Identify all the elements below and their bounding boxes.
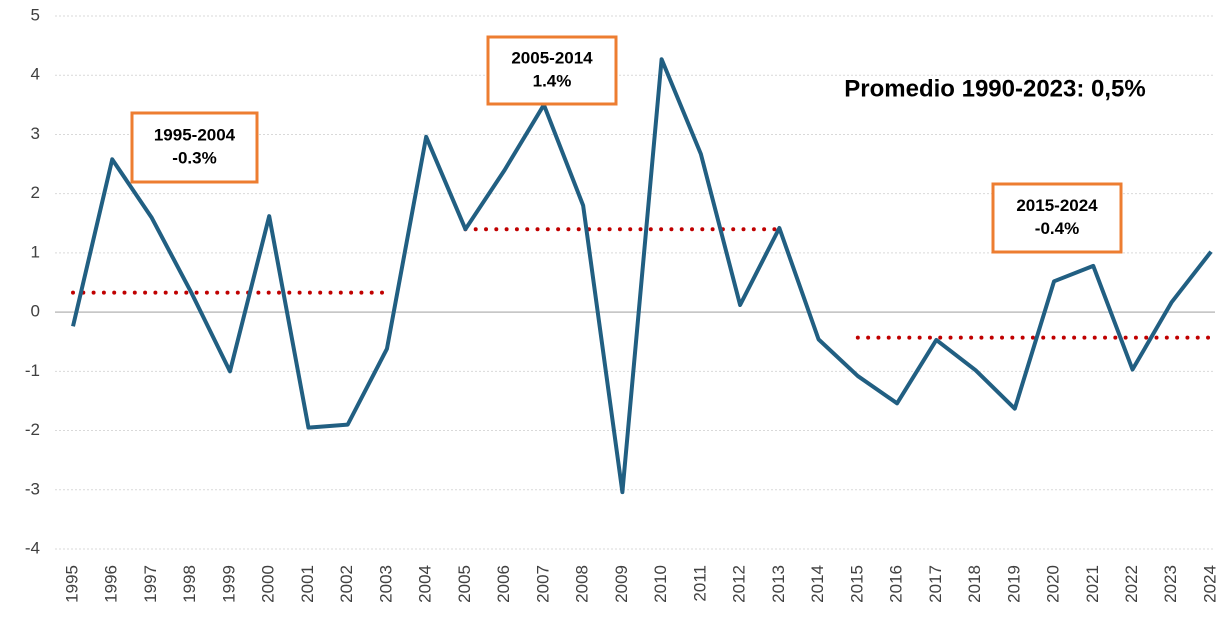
x-tick-label: 1996 xyxy=(102,565,121,603)
x-tick-label: 2002 xyxy=(337,565,356,603)
x-tick-label: 2019 xyxy=(1004,565,1023,603)
data-line xyxy=(71,57,1213,495)
x-tick-label: 2023 xyxy=(1161,565,1180,603)
x-tick-label: 2021 xyxy=(1083,565,1102,603)
x-tick-label: 2008 xyxy=(573,565,592,603)
annotation-text: 2015-2024 xyxy=(1016,196,1098,215)
average-note: Promedio 1990-2023: 0,5% xyxy=(844,75,1146,102)
x-tick-label: 2014 xyxy=(808,565,827,603)
x-tick-label: 2017 xyxy=(926,565,945,603)
x-tick-label: 2015 xyxy=(847,565,866,603)
x-tick-label: 2020 xyxy=(1044,565,1063,603)
x-tick-label: 2024 xyxy=(1200,565,1219,603)
x-tick-label: 2018 xyxy=(965,565,984,603)
x-tick-label: 2009 xyxy=(612,565,631,603)
annotation-text: -0.4% xyxy=(1035,219,1079,238)
y-tick-label: 1 xyxy=(31,242,40,261)
y-tick-label: 3 xyxy=(31,124,40,143)
y-tick-label: 0 xyxy=(31,302,40,321)
x-tick-label: 1998 xyxy=(180,565,199,603)
x-tick-label: 2016 xyxy=(887,565,906,603)
annotation-text: 1.4% xyxy=(533,71,572,90)
y-tick-label: 4 xyxy=(31,65,40,84)
x-tick-label: 2006 xyxy=(494,565,513,603)
annotation-text: -0.3% xyxy=(172,148,216,167)
x-tick-label: 2011 xyxy=(690,565,709,602)
x-tick-label: 1999 xyxy=(219,565,238,603)
y-tick-label: -3 xyxy=(25,479,40,498)
y-tick-label: -1 xyxy=(25,361,40,380)
x-tick-label: 2013 xyxy=(769,565,788,603)
x-tick-label: 2001 xyxy=(298,565,317,603)
y-tick-label: -2 xyxy=(25,420,40,439)
x-tick-label: 2007 xyxy=(533,565,552,603)
y-tick-label: 5 xyxy=(31,5,40,24)
annotation-box xyxy=(486,35,618,106)
x-tick-label: 2003 xyxy=(376,565,395,603)
x-tick-label: 1995 xyxy=(62,565,81,603)
annotation-box xyxy=(991,182,1123,254)
y-tick-label: 2 xyxy=(31,183,40,202)
x-tick-label: 2004 xyxy=(416,565,435,603)
annotation-text: 1995-2004 xyxy=(154,125,236,144)
x-tick-label: 2000 xyxy=(259,565,278,603)
y-tick-label: -4 xyxy=(25,538,40,557)
x-tick-label: 2022 xyxy=(1122,565,1141,603)
annotation-text: 2005-2014 xyxy=(511,48,593,67)
x-tick-label: 2010 xyxy=(651,565,670,603)
annotation-box xyxy=(130,111,259,184)
x-tick-label: 2005 xyxy=(455,565,474,603)
x-tick-label: 2012 xyxy=(730,565,749,603)
x-tick-label: 1997 xyxy=(141,565,160,603)
